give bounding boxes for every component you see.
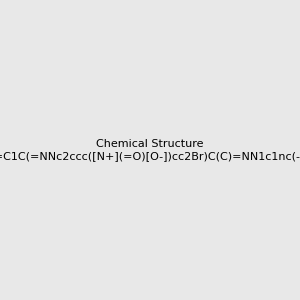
Text: Chemical Structure
O=C1C(=NNc2ccc([N+](=O)[O-])cc2Br)C(C)=NN1c1nc(-c2: Chemical Structure O=C1C(=NNc2ccc([N+](=… — [0, 139, 300, 161]
